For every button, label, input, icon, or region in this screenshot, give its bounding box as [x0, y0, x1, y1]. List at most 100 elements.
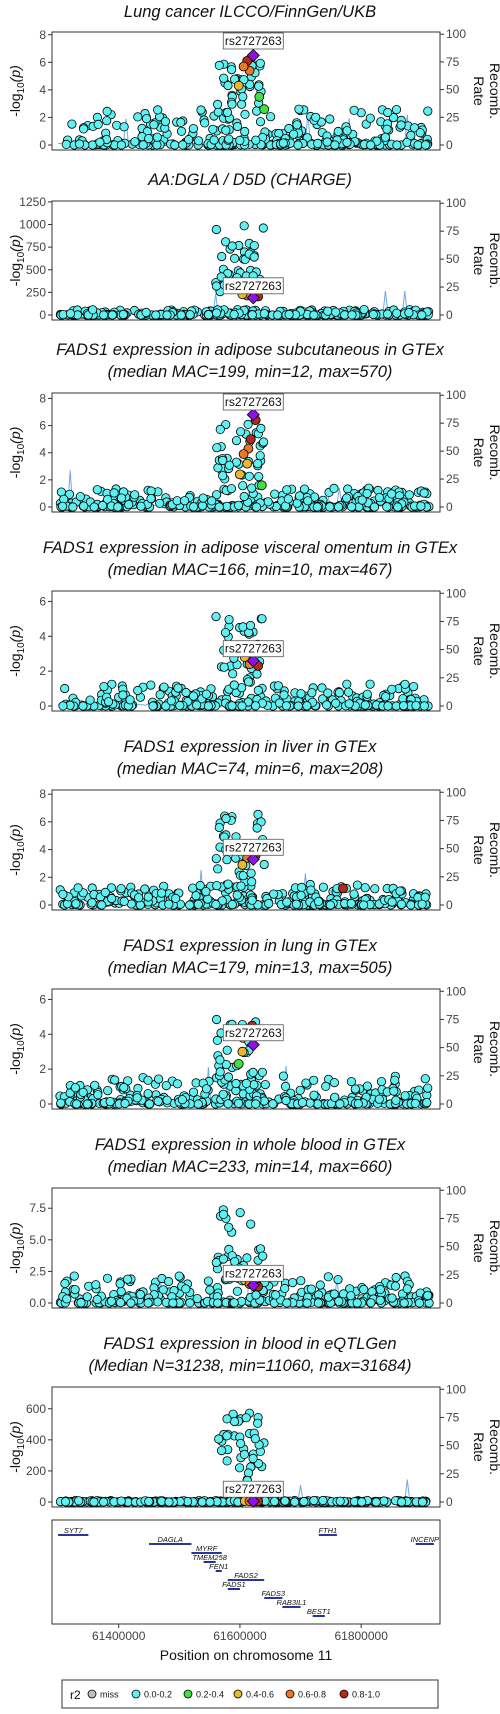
panel-6: FADS1 expression in lung in GTEx (median …: [7, 937, 500, 1111]
snp-point: [306, 885, 316, 895]
gene-label: SYT7: [64, 1526, 84, 1535]
snp-point: [205, 1285, 215, 1295]
snp-point: [133, 685, 143, 696]
snp-point: [313, 138, 323, 148]
snp-point: [138, 140, 148, 150]
legend-label: 0.6-0.8: [298, 1690, 326, 1700]
snp-point: [221, 237, 231, 247]
snp-point: [175, 700, 185, 711]
y2-tick-label: 0: [446, 699, 453, 713]
snp-point: [228, 669, 238, 679]
snp-point: [144, 134, 154, 144]
snp-point: [419, 701, 429, 711]
snp-point: [222, 855, 232, 865]
snp-point: [380, 132, 390, 142]
snp-point: [124, 499, 134, 510]
snp-point: [253, 685, 263, 696]
legend-label: 0.0-0.2: [144, 1690, 172, 1700]
panel-subtitle: (median MAC=166, min=10, max=467): [108, 561, 393, 579]
snp-point: [313, 1099, 323, 1109]
snp-point: [218, 1209, 229, 1220]
y-axis-label: -log10(p): [7, 625, 27, 677]
snp-point: [270, 1290, 281, 1300]
snp-point: [376, 1077, 387, 1087]
snp-point: [329, 1289, 339, 1299]
snp-point: [115, 1298, 126, 1308]
snp-point: [371, 1497, 381, 1507]
snp-point: [193, 899, 203, 909]
snp-point: [60, 1497, 71, 1507]
snp-point: [215, 1067, 225, 1077]
snp-point: [143, 1298, 153, 1308]
snp-point: [89, 502, 99, 512]
snp-point: [238, 92, 248, 102]
panel-title: FADS1 expression in adipose subcutaneous…: [56, 341, 444, 359]
snp-point: [322, 137, 332, 147]
snp-point: [102, 116, 112, 126]
snp-point: [181, 687, 191, 698]
lead-snp-label: rs2727263: [225, 642, 282, 656]
panel-4: FADS1 expression in adipose visceral ome…: [7, 539, 500, 713]
snp-point: [99, 681, 109, 692]
snp-point: [311, 112, 321, 122]
snp-point: [387, 684, 397, 694]
snp-point: [329, 1078, 339, 1088]
x-tick-label: 61400000: [92, 1629, 146, 1643]
snp-point: [219, 73, 229, 83]
panel-5: FADS1 expression in liver in GTEx (median…: [7, 738, 500, 912]
y2-axis-label: Recomb.Rate: [471, 1021, 500, 1077]
lead-snp-label-box: [222, 640, 284, 658]
y2-tick-label: 100: [446, 1183, 466, 1197]
snp-point: [347, 310, 357, 320]
snp-point: [166, 696, 176, 706]
snp-point: [244, 677, 254, 687]
snp-point: [420, 1074, 430, 1084]
snp-point: [238, 871, 248, 881]
y2-tick-label: 50: [446, 444, 460, 458]
snp-point: [238, 61, 249, 72]
y2-tick-label: 0: [446, 898, 453, 912]
legend-label: 0.8-1.0: [352, 1690, 380, 1700]
snp-point: [391, 105, 402, 115]
lead-snp-label-box: [222, 32, 284, 50]
gene-label: FEN1: [209, 1562, 228, 1571]
snp-point: [218, 1254, 228, 1264]
snp-point: [279, 690, 289, 700]
snp-point: [176, 310, 186, 320]
snp-point: [99, 1497, 109, 1507]
snp-point: [161, 1081, 171, 1091]
snp-point: [144, 1099, 155, 1109]
snp-point: [236, 881, 246, 891]
panel-subtitle: (Median N=31238, min=11060, max=31684): [88, 1357, 411, 1375]
snp-point: [382, 309, 393, 319]
snp-point: [132, 1093, 142, 1103]
y2-tick-label: 100: [446, 388, 466, 402]
snp-point: [197, 501, 208, 511]
snp-point: [215, 424, 225, 434]
snp-point: [115, 1279, 125, 1289]
snp-point: [249, 1080, 259, 1090]
snp-point: [278, 1071, 288, 1081]
snp-point: [164, 1497, 174, 1507]
snp-point: [239, 491, 249, 502]
snp-point: [346, 1077, 356, 1087]
snp-point: [241, 1413, 251, 1423]
snp-point: [379, 1496, 389, 1506]
snp-point: [229, 680, 239, 690]
snp-point: [58, 889, 68, 899]
snp-point: [61, 139, 71, 149]
snp-point: [185, 1298, 195, 1308]
snp-point: [342, 679, 352, 689]
snp-point: [323, 688, 333, 698]
y-tick-label: 0: [39, 699, 46, 713]
snp-point: [391, 1272, 401, 1283]
y2-tick-label: 75: [446, 813, 460, 827]
lead-snp-label: rs2727263: [225, 1026, 282, 1040]
snp-point: [258, 437, 269, 447]
snp-point: [239, 221, 249, 231]
snp-point: [254, 81, 264, 91]
legend-swatch: [285, 1689, 295, 1699]
snp-point: [65, 308, 76, 319]
snp-point: [223, 1099, 233, 1109]
